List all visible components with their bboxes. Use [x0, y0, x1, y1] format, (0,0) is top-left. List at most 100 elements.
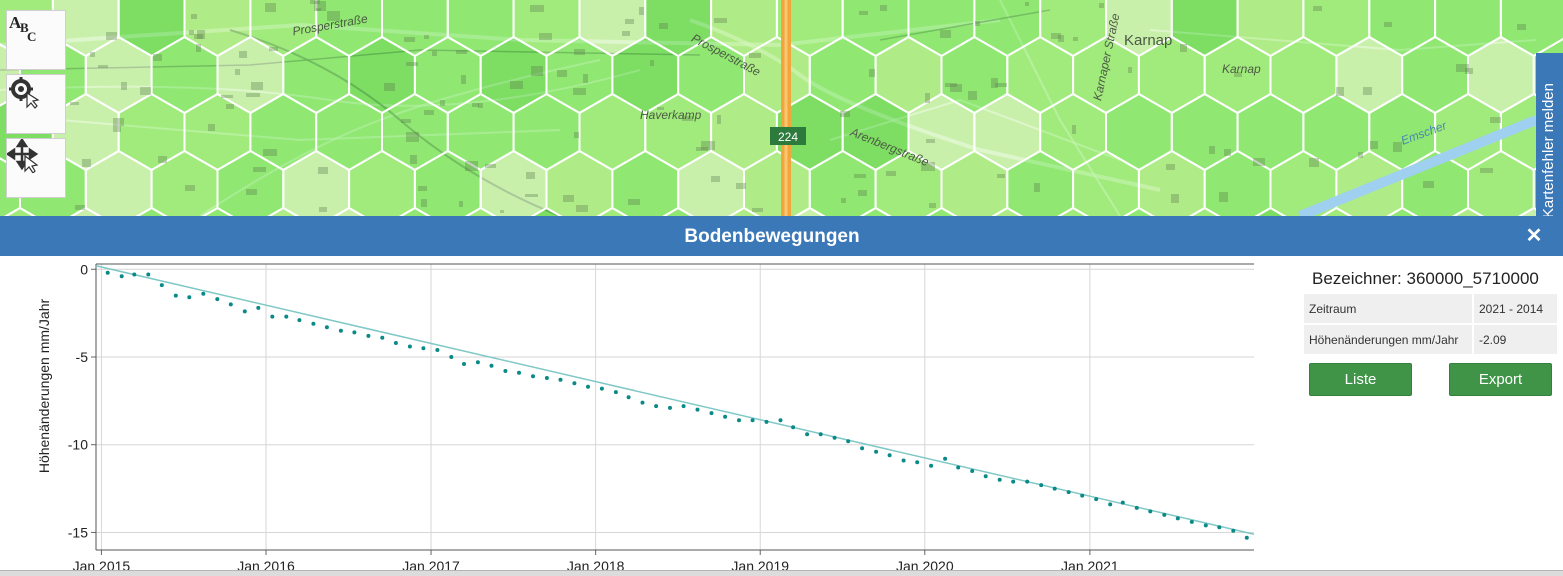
- data-point: [1080, 493, 1085, 498]
- hex-cell: [135, 206, 168, 216]
- hex-cell: [69, 206, 102, 216]
- row-value-change: -2.09: [1472, 324, 1557, 356]
- building: [191, 14, 197, 19]
- chart-grid: [96, 264, 1254, 550]
- hex-cell: [1452, 206, 1484, 216]
- building: [1073, 37, 1078, 41]
- y-tick-label: -10: [68, 437, 88, 453]
- building: [1099, 3, 1104, 8]
- data-point: [1148, 509, 1153, 514]
- building: [239, 51, 247, 58]
- data-point: [544, 376, 549, 380]
- building: [950, 84, 962, 92]
- settings-tool-button[interactable]: [6, 74, 66, 134]
- building: [859, 11, 868, 15]
- data-point: [860, 446, 865, 451]
- building: [869, 69, 875, 77]
- report-map-error-tab[interactable]: Kartenfehler melden: [1536, 53, 1563, 216]
- building: [485, 164, 496, 168]
- building: [639, 7, 644, 15]
- building: [113, 126, 121, 132]
- y-axis-label: Höhenänderungen mm/Jahr: [36, 299, 52, 474]
- data-point: [1231, 528, 1236, 533]
- panel-header: Bodenbewegungen ✕: [0, 216, 1563, 256]
- map-view[interactable]: 224 Prosperstraße Prosperstraße Haverkam…: [0, 0, 1563, 216]
- label-tool-button[interactable]: A B C: [6, 10, 66, 70]
- hex-cell: [267, 206, 300, 216]
- building: [1234, 72, 1242, 77]
- building: [1253, 158, 1265, 166]
- pan-tool-button[interactable]: [6, 138, 66, 198]
- building: [530, 5, 544, 12]
- building: [1058, 35, 1064, 42]
- building: [736, 183, 746, 189]
- hex-cell: [1123, 206, 1155, 216]
- building: [314, 1, 326, 11]
- hex-grid: [0, 0, 1563, 216]
- status-bar: [0, 570, 1563, 576]
- building: [401, 119, 411, 123]
- building: [158, 156, 167, 163]
- building: [1209, 146, 1215, 154]
- data-point: [764, 419, 769, 424]
- building: [926, 139, 935, 143]
- close-icon[interactable]: ✕: [1525, 225, 1543, 247]
- data-point: [1203, 523, 1208, 528]
- building: [940, 30, 951, 38]
- building: [1128, 67, 1132, 73]
- place-label-karnap: Karnap: [1124, 32, 1173, 49]
- building: [840, 111, 850, 117]
- building: [1313, 6, 1322, 11]
- building: [251, 82, 263, 90]
- building: [711, 176, 720, 182]
- move-cursor-icon: [7, 139, 39, 173]
- building: [583, 74, 588, 83]
- building: [701, 141, 715, 150]
- building: [749, 53, 761, 58]
- building: [1480, 168, 1493, 173]
- hex-cell: [793, 206, 826, 216]
- map-canvas[interactable]: 224: [0, 0, 1563, 216]
- building: [406, 62, 418, 66]
- data-point: [887, 453, 892, 458]
- data-point: [681, 404, 686, 409]
- data-point: [874, 449, 879, 454]
- road-number-label: 224: [778, 130, 798, 144]
- building: [269, 47, 278, 51]
- hex-cell: [530, 206, 563, 216]
- building: [246, 189, 257, 195]
- road-number-shield: [770, 127, 806, 145]
- data-point: [943, 456, 948, 461]
- x-tick-label: Jan 2017: [402, 558, 460, 570]
- data-point: [503, 369, 508, 373]
- building: [880, 5, 887, 11]
- building: [628, 199, 640, 205]
- building: [696, 147, 708, 151]
- building: [226, 104, 234, 109]
- building: [197, 30, 205, 39]
- building: [531, 66, 543, 76]
- building: [563, 195, 574, 202]
- data-point: [723, 414, 728, 419]
- building: [945, 83, 957, 87]
- chart-axes: [91, 263, 1254, 555]
- building: [82, 159, 91, 167]
- trend-line: [95, 265, 1255, 535]
- building: [991, 78, 998, 88]
- building: [925, 93, 930, 103]
- data-point: [915, 460, 920, 465]
- building: [221, 95, 233, 98]
- data-point: [380, 335, 385, 340]
- building: [421, 199, 427, 207]
- data-point: [1189, 519, 1194, 524]
- building: [253, 167, 266, 172]
- data-point: [517, 370, 521, 375]
- building: [384, 83, 395, 91]
- list-button[interactable]: Liste: [1309, 363, 1412, 396]
- y-tick-label: -5: [76, 349, 89, 365]
- data-points: [105, 270, 1249, 540]
- gear-cursor-icon: [9, 77, 40, 109]
- building: [557, 70, 567, 77]
- export-button[interactable]: Export: [1449, 363, 1552, 396]
- building: [90, 52, 95, 57]
